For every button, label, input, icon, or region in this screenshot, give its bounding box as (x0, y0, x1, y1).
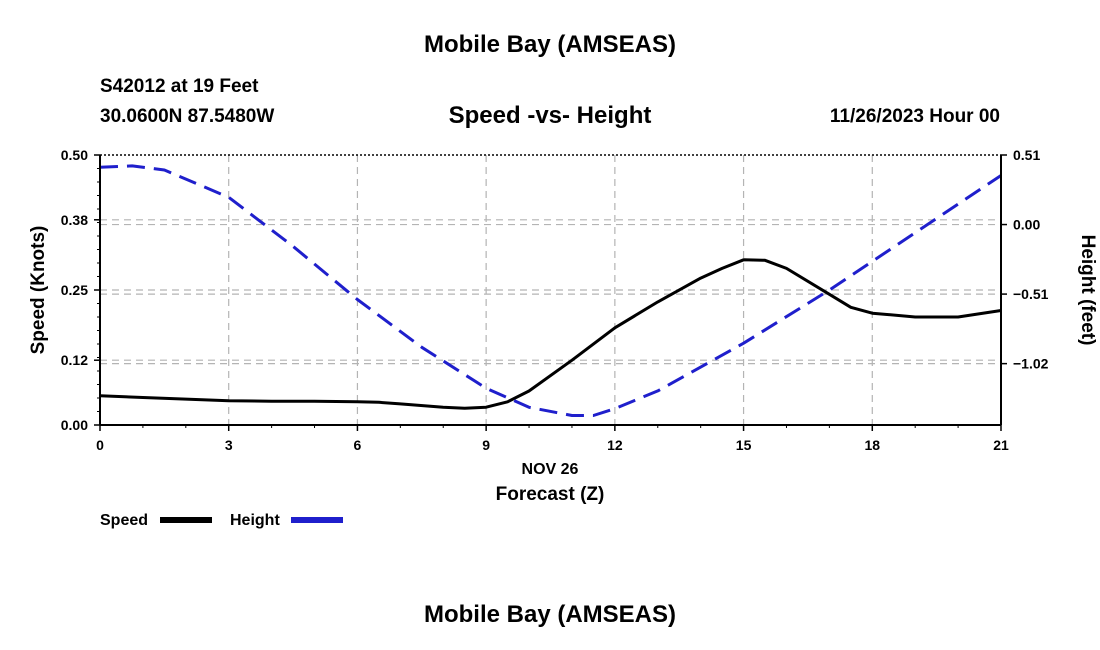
y2-tick-label-3: −1.02 (1013, 356, 1049, 372)
y2-tick-label-0: 0.51 (1013, 147, 1040, 163)
y-tick-label-3: 0.38 (61, 212, 88, 228)
series-line-speed (99, 258, 1002, 410)
y2-tick-label-2: −0.51 (1013, 286, 1049, 302)
bottom-title: Mobile Bay (AMSEAS) (423, 601, 677, 628)
chart-subtitle: Speed -vs- Height (448, 102, 652, 129)
legend-height-label: Height (230, 512, 280, 529)
grid-lines (100, 155, 1001, 425)
top-title: Mobile Bay (AMSEAS) (423, 31, 677, 58)
series-layer (99, 164, 1002, 417)
y-tick-label-0: 0.00 (61, 417, 88, 433)
x-tick-label-9: 9 (482, 437, 490, 453)
y-tick-label-4: 0.50 (61, 147, 88, 163)
legend-speed-label: Speed (100, 512, 148, 529)
x-axis-date-label: NOV 26 (522, 461, 579, 478)
y2-tick-label-1: 0.00 (1013, 217, 1040, 233)
series-line-height (99, 164, 1002, 417)
station-label: S42012 at 19 Feet (100, 76, 259, 97)
x-tick-label-12: 12 (607, 437, 623, 453)
y-axis-label-right: Height (feet) (1077, 235, 1098, 346)
y-tick-label-1: 0.12 (61, 352, 88, 368)
y-axis-label-left: Speed (Knots) (28, 226, 49, 355)
forecast-datetime: 11/26/2023 Hour 00 (829, 106, 1000, 127)
x-tick-label-0: 0 (96, 437, 104, 453)
x-tick-label-15: 15 (736, 437, 752, 453)
x-tick-label-21: 21 (993, 437, 1009, 453)
x-tick-label-3: 3 (225, 437, 233, 453)
x-tick-label-18: 18 (864, 437, 880, 453)
tick-marks: 0 3 6 9 12 15 18 21 0.00 0.12 0.25 0.38 0.50 0.51 0.00… (61, 147, 1049, 453)
x-axis-label: Forecast (Z) (496, 484, 605, 505)
x-tick-label-6: 6 (354, 437, 362, 453)
legend: Speed Height (100, 512, 343, 529)
station-coords: 30.0600N 87.5480W (100, 106, 275, 127)
y-tick-label-2: 0.25 (61, 282, 88, 298)
